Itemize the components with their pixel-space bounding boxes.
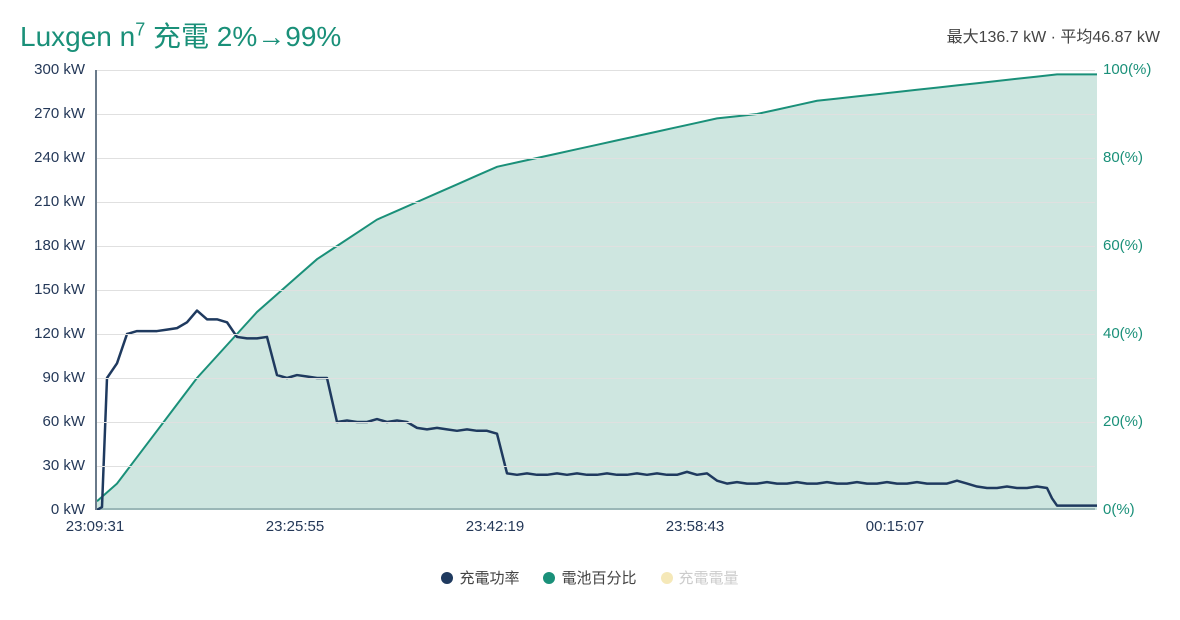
x-tick-label: 23:25:55 bbox=[266, 518, 324, 535]
chart-header: Luxgen n7 充電 2%→99% 最大136.7 kW · 平均46.87… bbox=[20, 15, 1160, 55]
x-tick-label: 00:15:07 bbox=[866, 518, 924, 535]
stat-max-label: 最大 bbox=[947, 29, 979, 46]
gridline bbox=[97, 202, 1095, 203]
chart-legend: 充電功率 電池百分比 充電電量 bbox=[20, 567, 1160, 588]
y-left-tick-label: 270 kW bbox=[20, 105, 85, 122]
y-left-tick-label: 300 kW bbox=[20, 61, 85, 78]
stat-sep: · bbox=[1046, 29, 1060, 46]
y-right-tick-label: 20(%) bbox=[1103, 413, 1143, 430]
legend-dot-icon bbox=[661, 572, 673, 584]
legend-label: 電池百分比 bbox=[561, 567, 636, 588]
stat-avg-value: 46.87 kW bbox=[1092, 29, 1160, 46]
legend-dot-icon bbox=[441, 572, 453, 584]
x-tick-label: 23:42:19 bbox=[466, 518, 524, 535]
y-right-tick-label: 60(%) bbox=[1103, 237, 1143, 254]
stat-max-value: 136.7 kW bbox=[979, 29, 1047, 46]
y-left-tick-label: 90 kW bbox=[20, 369, 85, 386]
battery-area bbox=[97, 74, 1097, 510]
gridline bbox=[97, 246, 1095, 247]
plot-area bbox=[95, 70, 1095, 510]
gridline bbox=[97, 158, 1095, 159]
y-left-tick-label: 210 kW bbox=[20, 193, 85, 210]
y-left-tick-label: 60 kW bbox=[20, 413, 85, 430]
y-left-tick-label: 30 kW bbox=[20, 457, 85, 474]
chart-title: Luxgen n7 充電 2%→99% bbox=[20, 15, 341, 55]
gridline bbox=[97, 466, 1095, 467]
title-prefix: Luxgen n bbox=[20, 21, 135, 52]
legend-item[interactable]: 充電功率 bbox=[441, 567, 519, 588]
legend-label: 充電電量 bbox=[679, 567, 739, 588]
y-left-tick-label: 240 kW bbox=[20, 149, 85, 166]
gridline bbox=[97, 334, 1095, 335]
title-sup: 7 bbox=[135, 20, 145, 40]
gridline bbox=[97, 290, 1095, 291]
y-right-tick-label: 80(%) bbox=[1103, 149, 1143, 166]
legend-item[interactable]: 電池百分比 bbox=[543, 567, 636, 588]
gridline bbox=[97, 70, 1095, 71]
gridline bbox=[97, 378, 1095, 379]
gridline bbox=[97, 422, 1095, 423]
x-tick-label: 23:09:31 bbox=[66, 518, 124, 535]
y-left-tick-label: 150 kW bbox=[20, 281, 85, 298]
gridline bbox=[97, 114, 1095, 115]
stat-avg-label: 平均 bbox=[1060, 29, 1092, 46]
y-right-tick-label: 100(%) bbox=[1103, 61, 1151, 78]
x-tick-label: 23:58:43 bbox=[666, 518, 724, 535]
y-left-tick-label: 180 kW bbox=[20, 237, 85, 254]
chart-area: 0 kW 30 kW 60 kW 90 kW 120 kW 150 kW 180 kW 210… bbox=[20, 65, 1160, 555]
legend-dot-icon bbox=[543, 572, 555, 584]
legend-label: 充電功率 bbox=[459, 567, 519, 588]
title-suffix: 充電 2%→99% bbox=[145, 21, 341, 52]
chart-stats: 最大136.7 kW · 平均46.87 kW bbox=[947, 23, 1160, 47]
y-right-tick-label: 40(%) bbox=[1103, 325, 1143, 342]
y-right-tick-label: 0(%) bbox=[1103, 501, 1135, 518]
y-left-tick-label: 120 kW bbox=[20, 325, 85, 342]
legend-item[interactable]: 充電電量 bbox=[661, 567, 739, 588]
y-left-tick-label: 0 kW bbox=[20, 501, 85, 518]
